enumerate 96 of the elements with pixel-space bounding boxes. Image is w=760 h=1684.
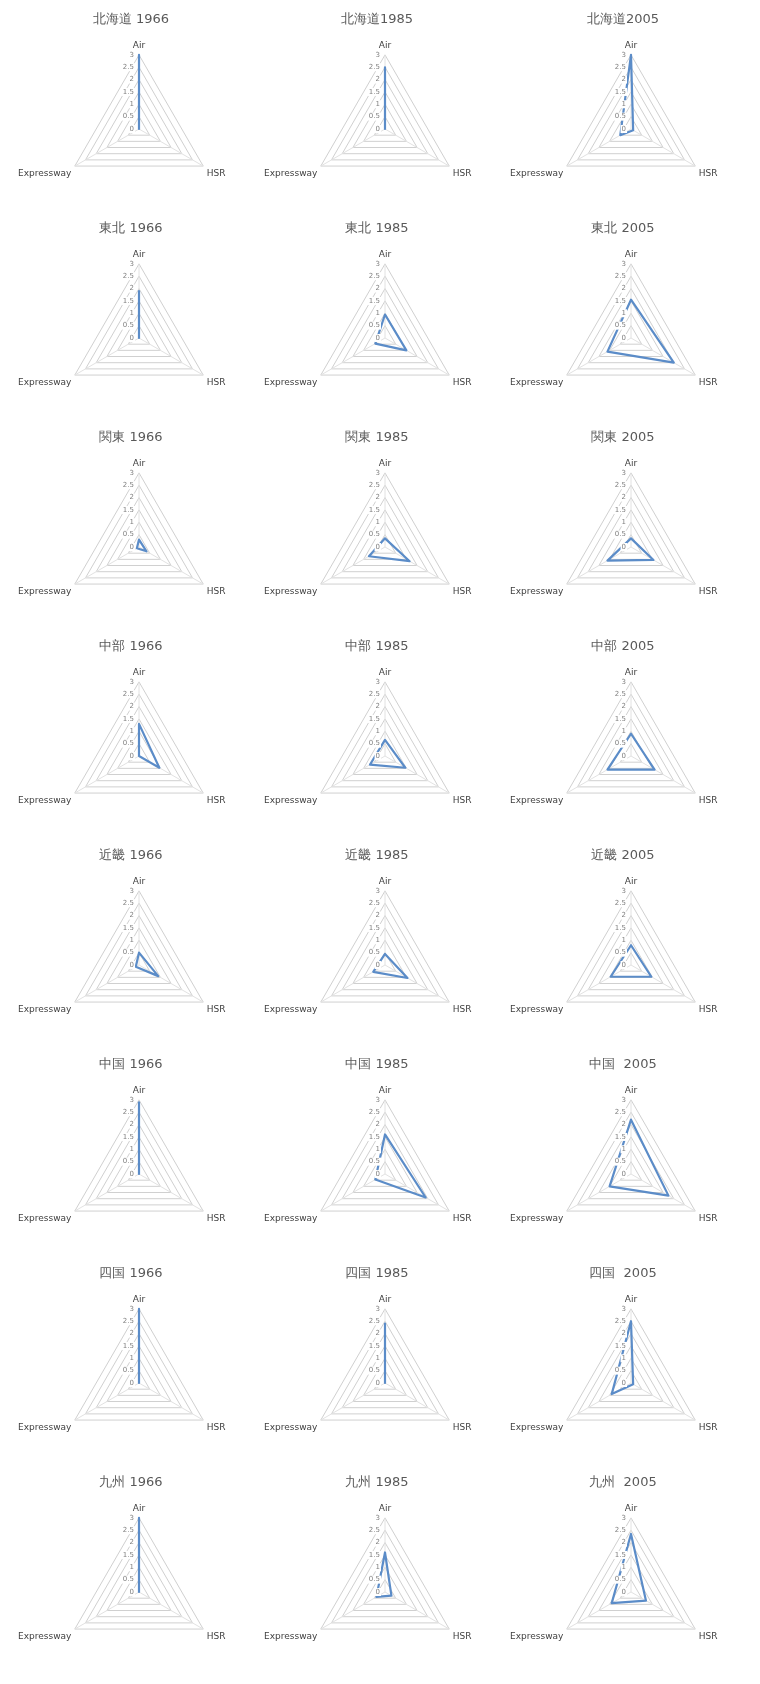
spoke-label: HSR: [206, 1630, 226, 1641]
spoke-label: HSR: [698, 1421, 718, 1432]
spoke-label: Expressway: [509, 1630, 564, 1641]
spoke-label: Expressway: [509, 585, 564, 596]
spoke-label: HSR: [452, 1003, 472, 1014]
spoke-label: Air: [378, 1502, 392, 1513]
spoke-label: HSR: [206, 1421, 226, 1432]
spoke-label: HSR: [206, 585, 226, 596]
spoke-label: Air: [132, 39, 146, 50]
chart-title: 北海道1985: [340, 11, 414, 27]
spoke-label: Air: [132, 1502, 146, 1513]
spoke-label: HSR: [206, 1003, 226, 1014]
chart-title: 北海道2005: [586, 11, 660, 27]
spoke-label: Expressway: [509, 376, 564, 387]
spoke-label: Expressway: [17, 1003, 72, 1014]
spoke-label: Expressway: [509, 1421, 564, 1432]
chart-title: 近畿 1966: [99, 847, 163, 863]
spoke-label: Air: [378, 875, 392, 886]
spoke-label: Expressway: [17, 794, 72, 805]
spoke-label: Expressway: [17, 376, 72, 387]
spoke-label: HSR: [698, 794, 718, 805]
spoke-label: HSR: [698, 1212, 718, 1223]
spoke-label: HSR: [206, 794, 226, 805]
spoke-label: HSR: [206, 1212, 226, 1223]
spoke-label: HSR: [698, 376, 718, 387]
spoke-label: Air: [624, 248, 638, 259]
spoke-label: Expressway: [509, 794, 564, 805]
spoke-label: Air: [624, 1084, 638, 1095]
spoke-label: Expressway: [17, 1421, 72, 1432]
chart-title: 九州 2005: [589, 1474, 657, 1490]
spoke-label: Air: [378, 1293, 392, 1304]
chart-title: 東北 2005: [591, 220, 655, 236]
spoke-label: Expressway: [17, 1212, 72, 1223]
spoke-label: HSR: [452, 585, 472, 596]
spoke-label: HSR: [452, 1212, 472, 1223]
spoke-label: HSR: [698, 167, 718, 178]
chart-title: 四国 1966: [99, 1265, 163, 1281]
spoke-label: Expressway: [17, 585, 72, 596]
spoke-label: Expressway: [263, 794, 318, 805]
spoke-label: Expressway: [263, 376, 318, 387]
chart-title: 中部 2005: [591, 638, 655, 654]
chart-title: 東北 1985: [345, 220, 409, 236]
chart-title: 四国 1985: [345, 1265, 409, 1281]
chart-title: 中部 1985: [345, 638, 409, 654]
spoke-label: Expressway: [263, 1003, 318, 1014]
spoke-label: Expressway: [263, 585, 318, 596]
chart-title: 中国 2005: [589, 1056, 657, 1072]
spoke-label: HSR: [698, 1630, 718, 1641]
spoke-label: Expressway: [17, 1630, 72, 1641]
spoke-label: HSR: [452, 376, 472, 387]
spoke-label: Air: [378, 457, 392, 468]
chart-title: 関東 1985: [345, 429, 409, 445]
spoke-label: Air: [378, 248, 392, 259]
spoke-label: Air: [624, 666, 638, 677]
spoke-label: Air: [132, 457, 146, 468]
spoke-label: Air: [132, 1084, 146, 1095]
spoke-label: Expressway: [509, 1212, 564, 1223]
spoke-label: Air: [624, 875, 638, 886]
spoke-label: Air: [132, 666, 146, 677]
chart-title: 九州 1966: [99, 1474, 163, 1490]
spoke-label: HSR: [206, 376, 226, 387]
spoke-label: Air: [378, 1084, 392, 1095]
spoke-label: Air: [624, 1502, 638, 1513]
spoke-label: HSR: [452, 1630, 472, 1641]
chart-title: 中国 1985: [345, 1056, 409, 1072]
chart-title: 近畿 2005: [591, 847, 655, 863]
spoke-label: Air: [624, 39, 638, 50]
chart-title: 北海道 1966: [92, 11, 170, 27]
spoke-label: Air: [624, 1293, 638, 1304]
chart-title: 関東 1966: [99, 429, 163, 445]
spoke-label: HSR: [698, 585, 718, 596]
spoke-label: HSR: [698, 1003, 718, 1014]
chart-title: 関東 2005: [591, 429, 655, 445]
spoke-label: Air: [378, 666, 392, 677]
spoke-label: HSR: [452, 1421, 472, 1432]
chart-title: 九州 1985: [345, 1474, 409, 1490]
spoke-label: HSR: [452, 167, 472, 178]
spoke-label: Air: [132, 1293, 146, 1304]
spoke-label: Expressway: [509, 167, 564, 178]
spoke-label: Expressway: [263, 1212, 318, 1223]
spoke-label: Air: [132, 248, 146, 259]
spoke-label: Air: [378, 39, 392, 50]
spoke-label: Air: [624, 457, 638, 468]
spoke-label: Expressway: [509, 1003, 564, 1014]
spoke-label: HSR: [206, 167, 226, 178]
spoke-label: HSR: [452, 794, 472, 805]
chart-title: 東北 1966: [99, 220, 163, 236]
spoke-label: Air: [132, 875, 146, 886]
chart-title: 中部 1966: [99, 638, 163, 654]
spoke-label: Expressway: [17, 167, 72, 178]
spoke-label: Expressway: [263, 1630, 318, 1641]
chart-title: 中国 1966: [99, 1056, 163, 1072]
spoke-label: Expressway: [263, 1421, 318, 1432]
chart-title: 四国 2005: [589, 1265, 657, 1281]
spoke-label: Expressway: [263, 167, 318, 178]
chart-title: 近畿 1985: [345, 847, 409, 863]
